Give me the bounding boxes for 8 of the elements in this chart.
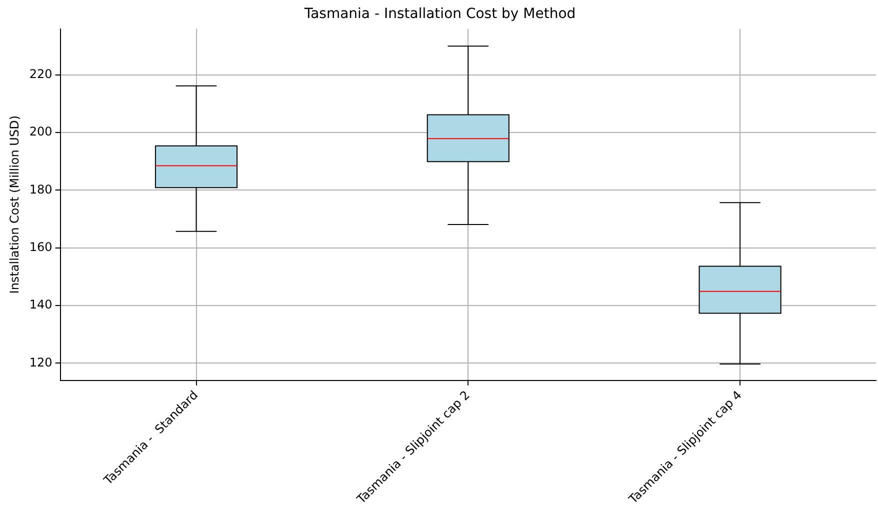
- y-axis-title: Installation Cost (Million USD): [7, 115, 22, 294]
- y-tick-label: 140: [29, 298, 52, 312]
- y-tick-label: 160: [29, 240, 52, 254]
- y-tick-label: 220: [29, 67, 52, 82]
- chart-title: Tasmania - Installation Cost by Method: [303, 6, 576, 22]
- y-tick-label: 180: [29, 182, 52, 196]
- y-tick-label: 200: [29, 124, 52, 139]
- y-tick-label: 120: [29, 355, 52, 370]
